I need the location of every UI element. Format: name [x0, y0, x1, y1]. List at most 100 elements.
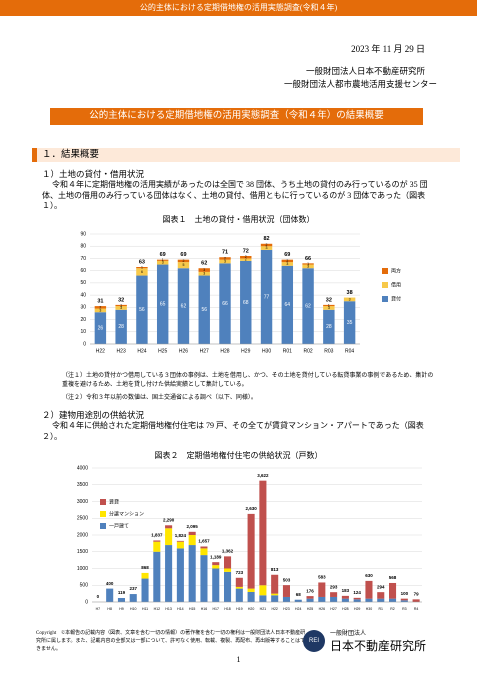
total-label: 63 [139, 259, 145, 265]
segment-label: 1 [162, 258, 164, 262]
sub-heading: ２）建物用途別の供給状況 [42, 410, 145, 420]
y-tick-label: 1000 [77, 566, 88, 572]
legend-label: 貸付 [391, 295, 401, 302]
bar-segment [198, 275, 210, 344]
bar-segment [318, 596, 326, 602]
bar-segment [224, 568, 232, 572]
bar-segment [353, 599, 361, 602]
x-tick-label: H12 [154, 607, 160, 611]
bar-segment [389, 582, 397, 599]
segment-label: 3 [286, 262, 288, 266]
bar-segment [224, 571, 232, 602]
bar-segment [400, 600, 408, 602]
total-label: 79 [414, 592, 420, 597]
segment-label: 62 [305, 303, 311, 309]
bar-segment [365, 598, 373, 602]
bar-segment [200, 555, 208, 602]
bar-segment [141, 572, 149, 579]
page-number: 1 [236, 655, 241, 664]
bar-segment [302, 268, 314, 344]
segment-label: 3 [203, 268, 205, 272]
segment-label: 35 [347, 320, 353, 326]
bar-segment [318, 582, 326, 597]
segment-label: 1 [328, 303, 330, 307]
segment-label: 28 [118, 324, 124, 330]
total-label: 723 [236, 570, 244, 575]
bar-segment [165, 525, 173, 529]
legend-swatch [100, 511, 106, 517]
x-tick-label: H30 [366, 607, 372, 611]
total-label: 868 [141, 565, 149, 570]
bar-segment [188, 531, 196, 535]
legend-label: 一戸建て [109, 522, 129, 529]
x-tick-label: H13 [165, 607, 171, 611]
total-label: 69 [284, 252, 290, 258]
x-tick-label: R03 [324, 348, 333, 354]
bar-segment [153, 540, 161, 542]
bar-segment [341, 598, 349, 602]
bar-segment [198, 271, 210, 276]
bar-segment [259, 595, 267, 602]
bar-segment [165, 528, 173, 546]
x-tick-label: H23 [283, 607, 289, 611]
bar-segment [115, 306, 127, 310]
bar-segment [400, 598, 408, 601]
y-tick-label: 500 [80, 583, 89, 589]
segment-label: 6 [141, 270, 143, 274]
x-tick-label: H26 [319, 607, 325, 611]
segment-label: 1 [120, 303, 122, 307]
org-small: 一般財団法人 [330, 631, 367, 637]
legend-swatch [100, 499, 106, 505]
x-tick-label: H30 [262, 348, 271, 354]
x-tick-label: H26 [179, 348, 188, 354]
chart-title: 図表１ 土地の貸付・借用状況（団体数） [162, 215, 315, 224]
bar-segment [177, 259, 190, 263]
bar-segment [302, 263, 314, 265]
segment-label: 3 [162, 261, 164, 265]
chart: 0102030405060708090H22263231H23283132H24… [80, 231, 401, 354]
y-tick-label: 0 [83, 341, 86, 347]
x-tick-label: R2 [390, 607, 395, 611]
bar-segment [141, 578, 149, 602]
segment-label: 3 [203, 272, 205, 276]
segment-label: 68 [243, 300, 249, 306]
total-label: 82 [263, 236, 269, 242]
x-tick-label: H22 [271, 607, 277, 611]
bar-segment [176, 541, 184, 549]
bar-segment [271, 593, 279, 596]
x-tick-label: H10 [130, 607, 136, 611]
bar-segment [281, 262, 294, 266]
org: 一般財団法人都市農地活用支援センター [283, 79, 437, 89]
bar-segment [177, 262, 190, 269]
legend-label: 分譲マンション [109, 510, 144, 517]
bar-segment [106, 588, 114, 602]
bar-segment [188, 535, 196, 546]
bar-segment [94, 308, 107, 313]
total-label: 62 [201, 261, 207, 267]
x-tick-label: H8 [107, 607, 112, 611]
total-label: 400 [106, 581, 114, 586]
org: 一般財団法人日本不動産研究所 [305, 66, 425, 76]
total-label: 2,630 [245, 506, 257, 511]
x-tick-label: H25 [158, 348, 167, 354]
total-label: 68 [296, 592, 302, 597]
bar-segment [136, 268, 148, 276]
bar-segment [281, 265, 294, 344]
segment-label: 2 [245, 258, 247, 262]
bar-segment [200, 548, 208, 556]
x-tick-label: R1 [379, 607, 384, 611]
total-label: 237 [129, 586, 137, 591]
bar-segment [235, 586, 243, 589]
segment-label: 77 [264, 294, 270, 300]
x-tick-label: H28 [342, 607, 348, 611]
segment-label: 2 [245, 255, 247, 259]
bar-segment [302, 264, 314, 269]
segment-label: 3 [328, 306, 330, 310]
total-label: 1,657 [198, 539, 210, 544]
segment-label: 2 [224, 256, 226, 260]
x-tick-label: H18 [224, 607, 230, 611]
total-label: 183 [342, 588, 350, 593]
bar-segment [188, 545, 196, 602]
bar-segment [343, 301, 356, 344]
x-tick-label: H11 [142, 607, 148, 611]
